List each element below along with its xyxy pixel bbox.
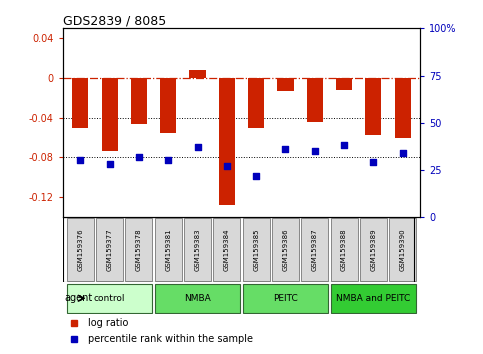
- Point: [252, 173, 260, 178]
- Bar: [160, 78, 176, 133]
- Bar: [301, 218, 328, 281]
- Text: GSM159381: GSM159381: [165, 228, 171, 271]
- Bar: [96, 218, 123, 281]
- Bar: [248, 78, 264, 128]
- Bar: [101, 78, 118, 150]
- Bar: [72, 78, 88, 128]
- Text: percentile rank within the sample: percentile rank within the sample: [88, 334, 253, 344]
- Text: agent: agent: [64, 293, 93, 303]
- Bar: [155, 218, 182, 281]
- Bar: [272, 218, 299, 281]
- Text: GSM159388: GSM159388: [341, 228, 347, 271]
- Text: PEITC: PEITC: [273, 294, 298, 303]
- Point: [311, 148, 319, 154]
- Text: GSM159378: GSM159378: [136, 228, 142, 271]
- Text: GSM159377: GSM159377: [107, 228, 113, 271]
- Bar: [213, 218, 241, 281]
- Bar: [189, 70, 206, 78]
- Text: GSM159384: GSM159384: [224, 228, 230, 271]
- Bar: [307, 78, 323, 122]
- Point: [399, 150, 407, 156]
- Bar: [365, 78, 382, 135]
- Bar: [336, 78, 352, 90]
- Bar: [67, 284, 152, 313]
- Bar: [155, 284, 240, 313]
- Point: [164, 158, 172, 163]
- Point: [223, 163, 231, 169]
- Text: NMBA: NMBA: [184, 294, 211, 303]
- Text: NMBA and PEITC: NMBA and PEITC: [336, 294, 411, 303]
- Bar: [277, 78, 294, 91]
- Bar: [330, 218, 357, 281]
- Point: [106, 161, 114, 167]
- Bar: [219, 78, 235, 205]
- Bar: [243, 284, 328, 313]
- Text: GSM159385: GSM159385: [253, 228, 259, 271]
- Text: GDS2839 / 8085: GDS2839 / 8085: [63, 14, 166, 27]
- Text: GSM159386: GSM159386: [283, 228, 288, 271]
- Bar: [395, 78, 411, 138]
- Bar: [67, 218, 94, 281]
- Text: log ratio: log ratio: [88, 318, 128, 327]
- Bar: [360, 218, 387, 281]
- Point: [340, 143, 348, 148]
- Bar: [126, 218, 153, 281]
- Point: [369, 160, 377, 165]
- Text: GSM159376: GSM159376: [77, 228, 84, 271]
- Point: [76, 158, 84, 163]
- Text: GSM159390: GSM159390: [399, 228, 406, 271]
- Point: [135, 154, 143, 160]
- Bar: [242, 218, 270, 281]
- Point: [194, 144, 201, 150]
- Bar: [131, 78, 147, 124]
- Text: GSM159389: GSM159389: [370, 228, 376, 271]
- Text: GSM159383: GSM159383: [195, 228, 200, 271]
- Bar: [331, 284, 416, 313]
- Bar: [389, 218, 416, 281]
- Point: [282, 146, 289, 152]
- Text: GSM159387: GSM159387: [312, 228, 318, 271]
- Bar: [184, 218, 211, 281]
- Text: control: control: [94, 294, 126, 303]
